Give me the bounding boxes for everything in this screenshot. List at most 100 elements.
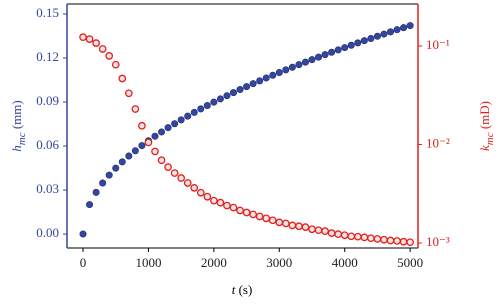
point bbox=[406, 22, 414, 30]
point bbox=[177, 174, 186, 182]
point bbox=[255, 212, 264, 221]
point bbox=[164, 163, 172, 172]
point bbox=[360, 37, 368, 45]
point bbox=[288, 63, 296, 71]
point bbox=[301, 58, 309, 66]
point bbox=[99, 179, 107, 187]
point bbox=[85, 35, 94, 43]
y-tick-label: 0.06 bbox=[36, 137, 59, 152]
point bbox=[131, 105, 140, 113]
point bbox=[406, 238, 414, 247]
y2-tick-label: 10⁻¹ bbox=[426, 37, 450, 52]
point bbox=[203, 192, 212, 201]
point bbox=[249, 80, 257, 88]
point bbox=[347, 232, 356, 241]
point bbox=[334, 46, 342, 54]
point bbox=[288, 221, 297, 230]
point bbox=[242, 208, 251, 217]
y2-tick-label: 10⁻² bbox=[426, 135, 450, 150]
point bbox=[210, 196, 218, 205]
point bbox=[373, 32, 381, 40]
point bbox=[223, 201, 231, 210]
point bbox=[282, 66, 290, 74]
point bbox=[301, 223, 310, 231]
point bbox=[118, 74, 127, 83]
point bbox=[399, 237, 408, 246]
point bbox=[79, 230, 87, 238]
x-tick-label: 4000 bbox=[332, 255, 358, 270]
point bbox=[340, 231, 349, 240]
point bbox=[223, 92, 231, 100]
y-tick-label: 0.03 bbox=[36, 181, 59, 196]
point bbox=[321, 227, 329, 235]
point bbox=[367, 234, 375, 243]
point bbox=[360, 233, 369, 242]
x-tick-label: 3000 bbox=[266, 255, 292, 270]
point bbox=[380, 235, 388, 244]
point bbox=[353, 232, 362, 241]
point bbox=[86, 201, 94, 209]
point bbox=[400, 24, 408, 32]
point bbox=[341, 44, 349, 52]
point bbox=[190, 184, 199, 192]
point bbox=[327, 229, 336, 237]
point bbox=[373, 235, 382, 243]
x-axis-label: t (s) bbox=[232, 282, 253, 297]
point bbox=[380, 30, 388, 38]
point bbox=[387, 28, 395, 36]
point bbox=[138, 121, 146, 130]
x-tick-label: 0 bbox=[80, 255, 87, 270]
point bbox=[118, 158, 126, 166]
point bbox=[151, 132, 159, 140]
point bbox=[131, 147, 139, 155]
point bbox=[275, 69, 283, 77]
point bbox=[256, 77, 264, 85]
point bbox=[216, 95, 224, 103]
point bbox=[92, 188, 100, 196]
x-tick-label: 2000 bbox=[201, 255, 227, 270]
point bbox=[236, 86, 244, 94]
point bbox=[308, 56, 316, 64]
point bbox=[196, 188, 205, 197]
point bbox=[315, 53, 323, 61]
point bbox=[105, 171, 113, 179]
point bbox=[158, 128, 166, 136]
point bbox=[177, 116, 185, 124]
point bbox=[249, 210, 257, 219]
point bbox=[210, 98, 218, 106]
point bbox=[386, 236, 395, 245]
point bbox=[367, 34, 375, 42]
point bbox=[347, 41, 355, 49]
point bbox=[243, 83, 251, 91]
point bbox=[275, 218, 284, 227]
point bbox=[269, 71, 277, 79]
y2-axis-label: kmc (mD) bbox=[477, 101, 496, 151]
y-tick-label: 0.15 bbox=[36, 5, 59, 20]
point bbox=[328, 48, 336, 56]
point bbox=[393, 237, 401, 245]
y-axis-label: hmc (mm) bbox=[9, 100, 28, 151]
point bbox=[111, 60, 120, 69]
point bbox=[190, 108, 198, 116]
point bbox=[321, 51, 329, 59]
point bbox=[164, 124, 172, 132]
point bbox=[171, 120, 179, 128]
point bbox=[308, 225, 316, 234]
point bbox=[203, 102, 211, 110]
point bbox=[393, 26, 401, 34]
point bbox=[262, 214, 271, 223]
point bbox=[268, 216, 277, 225]
point bbox=[216, 198, 225, 207]
point bbox=[105, 52, 114, 60]
x-tick-label: 1000 bbox=[135, 255, 161, 270]
point bbox=[92, 39, 100, 47]
point bbox=[98, 45, 107, 53]
point bbox=[230, 89, 238, 97]
point bbox=[79, 33, 87, 42]
point bbox=[281, 219, 290, 228]
point bbox=[236, 206, 244, 215]
point bbox=[170, 169, 179, 177]
y2-tick-label: 10⁻³ bbox=[426, 234, 450, 249]
point bbox=[295, 61, 303, 69]
y-tick-label: 0.12 bbox=[36, 49, 59, 64]
